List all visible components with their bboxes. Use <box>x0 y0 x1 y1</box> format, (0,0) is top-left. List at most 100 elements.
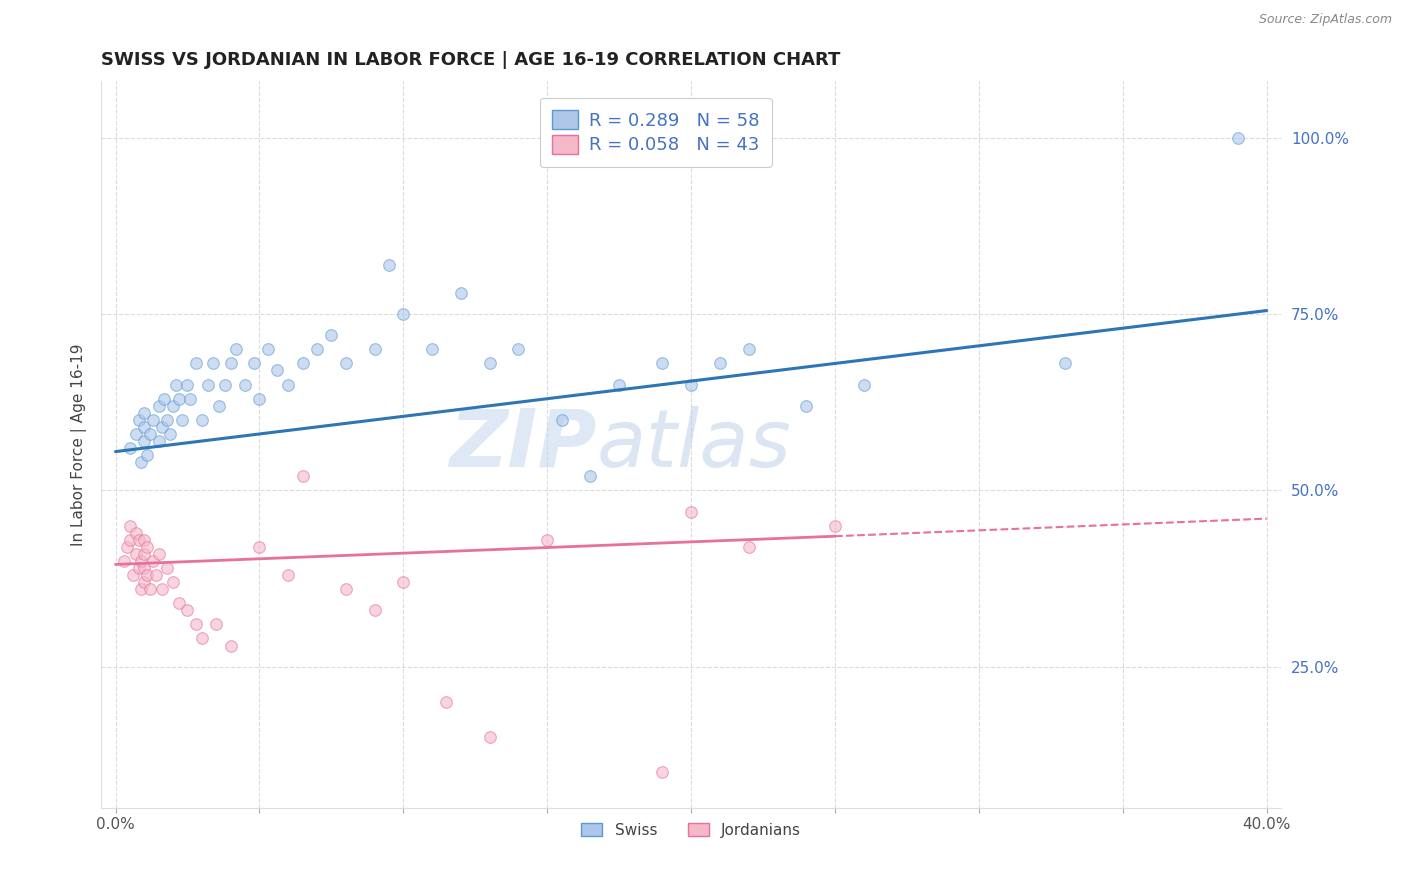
Point <box>134 575 156 590</box>
Point <box>536 533 558 547</box>
Point <box>335 582 357 596</box>
Point <box>131 554 153 568</box>
Point <box>139 427 162 442</box>
Point <box>165 377 187 392</box>
Point <box>478 730 501 744</box>
Point <box>156 561 179 575</box>
Point <box>1054 356 1077 370</box>
Point <box>184 617 207 632</box>
Point <box>118 533 141 547</box>
Point <box>508 343 530 357</box>
Point <box>335 356 357 370</box>
Point <box>321 328 343 343</box>
Point <box>651 765 673 780</box>
Point <box>112 554 135 568</box>
Point <box>115 540 138 554</box>
Point <box>148 547 170 561</box>
Point <box>737 540 759 554</box>
Point <box>136 568 159 582</box>
Point <box>197 377 219 392</box>
Legend: Swiss, Jordanians: Swiss, Jordanians <box>575 816 807 844</box>
Point <box>179 392 201 406</box>
Point <box>478 356 501 370</box>
Point <box>191 413 214 427</box>
Point <box>257 343 280 357</box>
Point <box>392 575 415 590</box>
Point <box>124 427 146 442</box>
Point <box>167 596 190 610</box>
Point <box>205 617 228 632</box>
Point <box>150 420 173 434</box>
Y-axis label: In Labor Force | Age 16-19: In Labor Force | Age 16-19 <box>72 343 87 546</box>
Point <box>148 399 170 413</box>
Point <box>131 455 153 469</box>
Point <box>167 392 190 406</box>
Point <box>124 547 146 561</box>
Point <box>363 603 385 617</box>
Point <box>242 356 264 370</box>
Point <box>249 392 271 406</box>
Point <box>142 413 165 427</box>
Point <box>681 377 703 392</box>
Point <box>134 420 156 434</box>
Point <box>134 533 156 547</box>
Point <box>420 343 443 357</box>
Point <box>233 377 256 392</box>
Text: SWISS VS JORDANIAN IN LABOR FORCE | AGE 16-19 CORRELATION CHART: SWISS VS JORDANIAN IN LABOR FORCE | AGE … <box>101 51 841 69</box>
Point <box>134 434 156 448</box>
Point <box>1226 130 1249 145</box>
Point <box>118 441 141 455</box>
Point <box>219 356 242 370</box>
Point <box>150 582 173 596</box>
Point <box>134 406 156 420</box>
Point <box>277 377 299 392</box>
Point <box>156 413 179 427</box>
Point <box>208 399 231 413</box>
Point <box>202 356 225 370</box>
Point <box>191 632 214 646</box>
Point <box>128 533 150 547</box>
Point <box>305 343 328 357</box>
Point <box>378 258 401 272</box>
Point <box>225 343 247 357</box>
Point <box>142 554 165 568</box>
Point <box>607 377 630 392</box>
Point <box>579 469 602 483</box>
Point <box>450 285 472 300</box>
Point <box>681 504 703 518</box>
Point <box>162 399 184 413</box>
Point <box>277 568 299 582</box>
Point <box>219 639 242 653</box>
Text: Source: ZipAtlas.com: Source: ZipAtlas.com <box>1258 13 1392 27</box>
Point <box>134 561 156 575</box>
Point <box>266 363 288 377</box>
Point <box>363 343 385 357</box>
Point <box>436 695 458 709</box>
Point <box>124 525 146 540</box>
Point <box>159 427 181 442</box>
Point <box>162 575 184 590</box>
Point <box>131 582 153 596</box>
Point <box>249 540 271 554</box>
Text: ZIP: ZIP <box>450 406 596 483</box>
Point <box>550 413 572 427</box>
Point <box>121 568 143 582</box>
Point <box>136 540 159 554</box>
Point <box>134 547 156 561</box>
Point <box>153 392 176 406</box>
Text: atlas: atlas <box>596 406 792 483</box>
Point <box>651 356 673 370</box>
Point <box>136 448 159 462</box>
Point <box>176 377 198 392</box>
Point <box>128 561 150 575</box>
Point <box>145 568 167 582</box>
Point <box>214 377 236 392</box>
Point <box>824 518 846 533</box>
Point <box>852 377 875 392</box>
Point <box>291 356 314 370</box>
Point <box>170 413 193 427</box>
Point <box>118 518 141 533</box>
Point <box>176 603 198 617</box>
Point <box>737 343 759 357</box>
Point <box>184 356 207 370</box>
